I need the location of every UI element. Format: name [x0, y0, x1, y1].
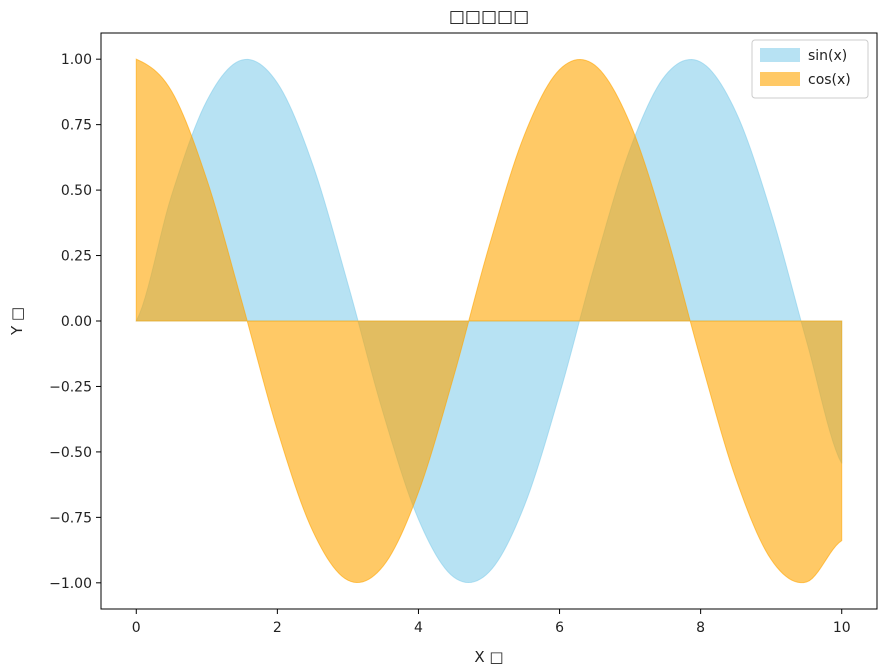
y-tick-label: −0.75 — [49, 510, 92, 526]
legend-swatch — [760, 48, 800, 62]
legend-label: cos(x) — [808, 72, 851, 88]
legend: sin(x) cos(x) — [751, 39, 869, 99]
legend-swatch — [760, 72, 800, 86]
x-tick-label: 2 — [273, 620, 282, 636]
y-tick-label: 0.25 — [61, 249, 92, 265]
y-tick-label: −1.00 — [49, 576, 92, 592]
y-tick-label: −0.50 — [49, 445, 92, 461]
x-tick-label: 8 — [696, 620, 705, 636]
x-axis-label: X □ — [474, 648, 503, 666]
area-series-sin — [135, 58, 843, 584]
area-series-cos — [135, 58, 843, 584]
y-tick-label: 0.50 — [61, 183, 92, 199]
x-tick-label: 0 — [132, 620, 141, 636]
y-axis-label: Y □ — [8, 307, 26, 336]
y-tick-label: 1.00 — [61, 52, 92, 68]
x-tick-label: 4 — [414, 620, 423, 636]
x-tick-label: 10 — [833, 620, 851, 636]
x-tick-label: 6 — [555, 620, 564, 636]
y-tick-label: −0.25 — [49, 379, 92, 395]
y-tick-label: 0.75 — [61, 118, 92, 134]
legend-label: sin(x) — [808, 48, 847, 64]
area-layer — [135, 58, 843, 584]
y-tick-label: 0.00 — [61, 314, 92, 330]
x-axis: 0 2 4 6 8 10 — [132, 609, 851, 636]
y-axis: −1.00 −0.75 −0.50 −0.25 0.00 0.25 0.50 0.75 1.00 — [49, 52, 101, 592]
chart-title: □□□□□ — [449, 7, 529, 27]
